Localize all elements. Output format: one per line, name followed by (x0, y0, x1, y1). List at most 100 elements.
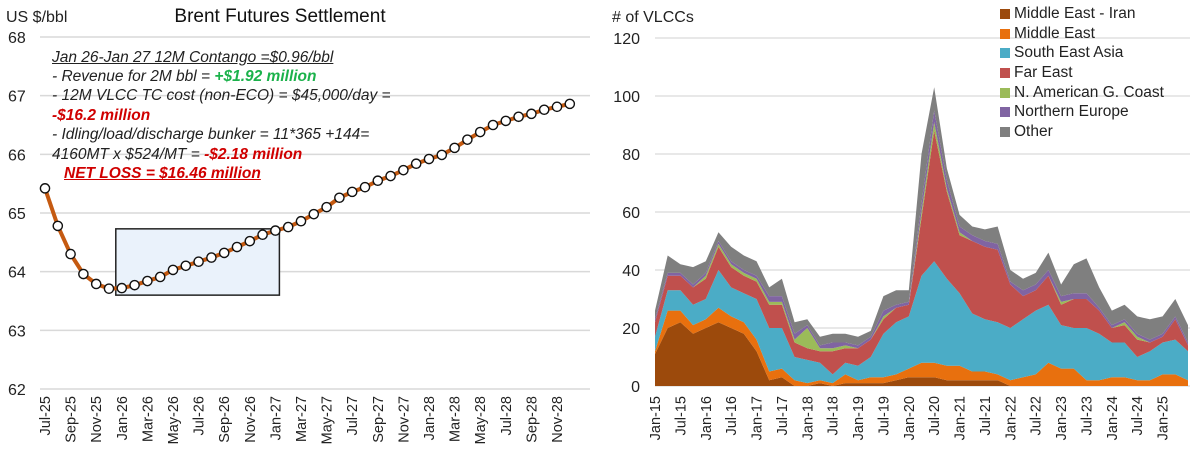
y-axis-title: US $/bbl (6, 9, 67, 26)
annotation-contango: Jan 26-Jan 27 12M Contango =$0.96/bbl (52, 49, 334, 66)
x-tick-label: Jan-19 (851, 396, 867, 440)
legend-label: South East Asia (1014, 44, 1124, 62)
data-point (257, 229, 268, 241)
x-tick-label: Jul-25 (38, 396, 54, 436)
x-tick-label: Mar-27 (294, 396, 310, 442)
x-tick-label: Jul-18 (826, 396, 842, 436)
x-tick-label: Sep-28 (524, 396, 540, 443)
y-tick-label: 62 (8, 382, 26, 399)
x-tick-label: Jan-17 (750, 396, 766, 440)
legend-label: N. American G. Coast (1014, 83, 1164, 101)
legend-label: Middle East (1014, 24, 1095, 42)
x-tick-label: Jul-20 (927, 396, 943, 436)
legend-label: Far East (1014, 63, 1073, 81)
data-point (462, 134, 473, 145)
area-middle-east (655, 307, 1188, 386)
data-point (206, 252, 217, 263)
data-point (103, 283, 115, 294)
data-point (321, 201, 332, 213)
data-point (385, 170, 396, 182)
data-point (346, 186, 358, 198)
x-tick-label: Jan-15 (648, 396, 664, 440)
data-point (308, 208, 320, 220)
x-tick-label: Jan-27 (268, 396, 284, 440)
y-tick-label: 63 (8, 323, 26, 340)
x-tick-label: Nov-28 (550, 396, 566, 443)
x-tick-label: May-26 (166, 396, 182, 444)
data-point (398, 164, 409, 176)
chart-title: Brent Futures Settlement (174, 6, 386, 27)
y-tick-label: 67 (8, 89, 26, 106)
y-tick-label: 64 (8, 265, 26, 282)
x-tick-label: Jan-18 (800, 396, 816, 440)
data-point (500, 115, 512, 127)
x-tick-label: Jan-25 (1156, 396, 1172, 440)
data-point (410, 158, 422, 170)
data-point (52, 220, 64, 232)
data-point (167, 264, 179, 276)
brent-chart: 62 63 64 65 66 67 68 US $/bbl Brent Futures Sett… (6, 6, 590, 444)
data-point (538, 104, 550, 116)
x-tick-label: Jul-21 (978, 396, 994, 436)
legend-item: Other (1000, 122, 1164, 142)
legend-item: Middle East - Iran (1000, 4, 1164, 24)
data-point (295, 215, 307, 227)
y-tick-label: 60 (622, 205, 640, 222)
data-point (334, 192, 345, 204)
legend-swatch (1000, 67, 1010, 78)
data-point (551, 101, 563, 113)
y-tick-label: 80 (622, 147, 640, 164)
data-point (270, 225, 281, 236)
area-far-east (655, 130, 1188, 375)
legend-swatch (1000, 107, 1010, 118)
x-tick-label: Jul-19 (876, 396, 892, 436)
legend-label: Northern Europe (1014, 103, 1129, 121)
data-point (449, 142, 460, 154)
data-point (564, 98, 576, 110)
data-point (90, 278, 102, 290)
legend-item: South East Asia (1000, 43, 1164, 63)
x-tick-label: Jul-27 (345, 396, 361, 436)
x-tick-label: Mar-28 (448, 396, 464, 442)
data-point (231, 241, 243, 253)
x-tick-label: Jan-21 (953, 396, 969, 440)
data-point (180, 260, 192, 272)
y-tick-label: 66 (8, 147, 26, 164)
x-tick-label: Jan-16 (699, 396, 715, 440)
y-tick-label: 68 (8, 30, 26, 47)
data-point (154, 271, 166, 283)
data-point (423, 153, 435, 165)
revenue-value: +$1.92 million (214, 68, 317, 85)
vlcc-chart: 0 20 40 60 80 100 120 # of VLCCs Jan-15 Jul-15 Jan… (612, 9, 1190, 440)
data-point (116, 282, 128, 294)
annotation-tc-cost: - 12M VLCC TC cost (non-ECO) = $45,000/d… (52, 87, 391, 104)
x-tick-label: May-28 (473, 396, 489, 444)
x-tick-label: Jan-26 (115, 396, 131, 440)
area-other (655, 87, 1188, 346)
x-tick-label: Jul-26 (192, 396, 208, 436)
annotation-bunker-cost: 4160MT x $524/MT = -$2.18 million (52, 146, 303, 163)
legend-swatch (1000, 87, 1010, 98)
data-point (372, 175, 384, 187)
x-tick-label: Nov-27 (396, 396, 412, 443)
legend-item: N. American G. Coast (1000, 83, 1164, 103)
legend-swatch (1000, 126, 1010, 137)
x-tick-label: Jul-17 (775, 396, 791, 436)
legend-label: Middle East - Iran (1014, 4, 1136, 22)
net-loss: NET LOSS = $16.46 million (64, 165, 261, 182)
data-point (436, 149, 448, 161)
x-tick-label: Jul-24 (1130, 396, 1146, 436)
data-point (65, 248, 76, 260)
data-point (78, 268, 89, 280)
x-tick-label: Jul-28 (499, 396, 515, 436)
area-northern-europe (655, 110, 1188, 349)
data-point (244, 235, 256, 247)
x-tick-label: Jan-22 (1003, 396, 1019, 440)
x-tick-label: Nov-25 (89, 396, 105, 443)
legend-item: Middle East (1000, 24, 1164, 44)
data-point (282, 221, 294, 233)
data-point (513, 111, 524, 123)
x-tick-label: Jan-20 (902, 396, 918, 440)
x-tick-label: Sep-27 (371, 396, 387, 443)
